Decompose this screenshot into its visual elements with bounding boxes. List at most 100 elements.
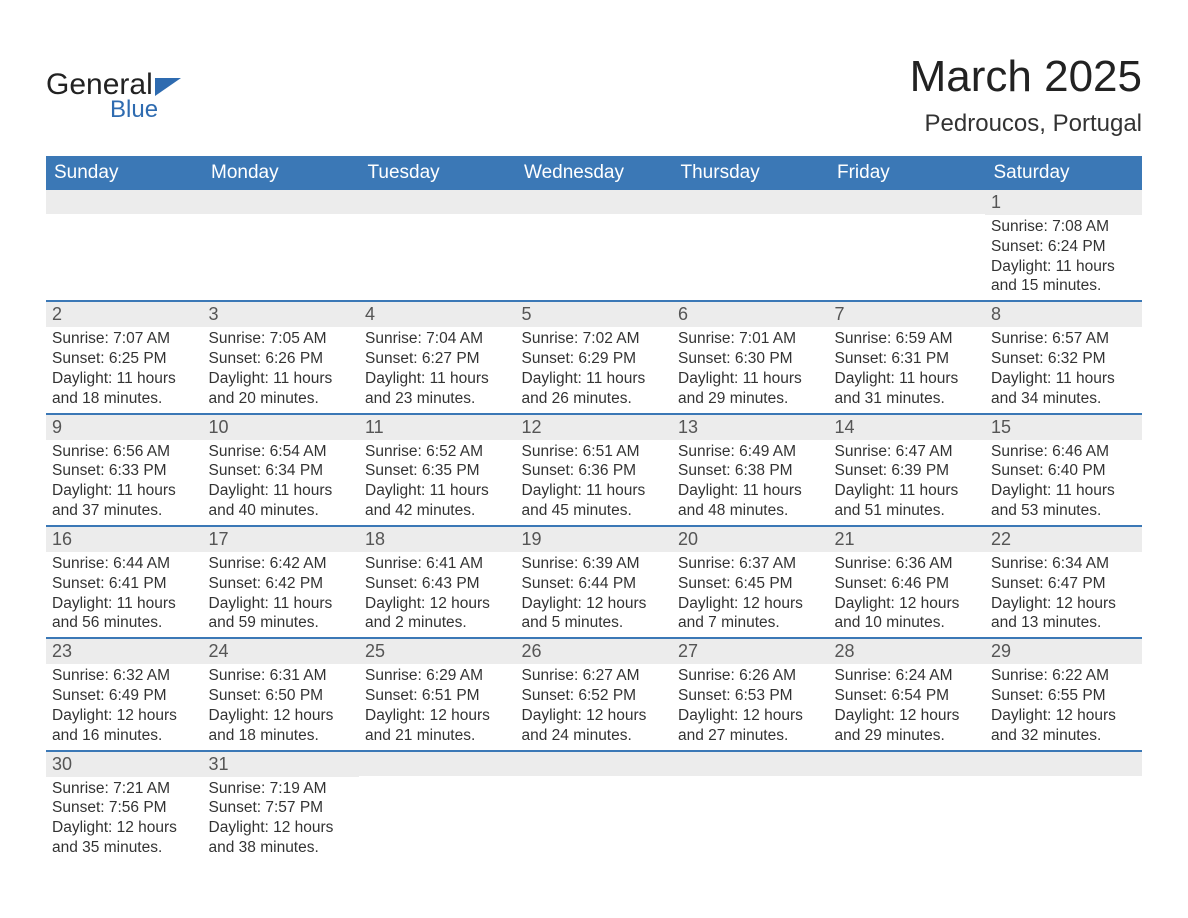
sunset-text: Sunset: 6:45 PM bbox=[678, 574, 823, 594]
daylight-line1: Daylight: 11 hours bbox=[209, 481, 354, 501]
calendar-cell: 6Sunrise: 7:01 AMSunset: 6:30 PMDaylight… bbox=[672, 301, 829, 413]
sunrise-text: Sunrise: 6:47 AM bbox=[835, 442, 980, 462]
sunrise-text: Sunrise: 6:59 AM bbox=[835, 329, 980, 349]
calendar-cell: 31Sunrise: 7:19 AMSunset: 7:57 PMDayligh… bbox=[203, 751, 360, 862]
calendar-cell: 25Sunrise: 6:29 AMSunset: 6:51 PMDayligh… bbox=[359, 638, 516, 750]
day-number: 8 bbox=[985, 302, 1142, 327]
calendar-cell: 11Sunrise: 6:52 AMSunset: 6:35 PMDayligh… bbox=[359, 414, 516, 526]
day-header-friday: Friday bbox=[829, 156, 986, 190]
day-number-empty bbox=[359, 752, 516, 776]
calendar-cell bbox=[203, 190, 360, 301]
day-number: 14 bbox=[829, 415, 986, 440]
daylight-line1: Daylight: 12 hours bbox=[991, 594, 1136, 614]
day-details: Sunrise: 6:36 AMSunset: 6:46 PMDaylight:… bbox=[829, 552, 986, 637]
day-header-sunday: Sunday bbox=[46, 156, 203, 190]
page-title: March 2025 bbox=[910, 52, 1142, 102]
sunrise-text: Sunrise: 7:19 AM bbox=[209, 779, 354, 799]
calendar-body: 1Sunrise: 7:08 AMSunset: 6:24 PMDaylight… bbox=[46, 190, 1142, 862]
daylight-line1: Daylight: 12 hours bbox=[365, 706, 510, 726]
calendar-cell: 28Sunrise: 6:24 AMSunset: 6:54 PMDayligh… bbox=[829, 638, 986, 750]
sunrise-text: Sunrise: 6:39 AM bbox=[522, 554, 667, 574]
sunset-text: Sunset: 6:36 PM bbox=[522, 461, 667, 481]
day-number-empty bbox=[985, 752, 1142, 776]
daylight-line2: and 42 minutes. bbox=[365, 501, 510, 521]
calendar-cell: 12Sunrise: 6:51 AMSunset: 6:36 PMDayligh… bbox=[516, 414, 673, 526]
day-number: 28 bbox=[829, 639, 986, 664]
calendar-cell: 1Sunrise: 7:08 AMSunset: 6:24 PMDaylight… bbox=[985, 190, 1142, 301]
daylight-line2: and 24 minutes. bbox=[522, 726, 667, 746]
day-header-saturday: Saturday bbox=[985, 156, 1142, 190]
sunrise-text: Sunrise: 6:26 AM bbox=[678, 666, 823, 686]
daylight-line1: Daylight: 11 hours bbox=[991, 369, 1136, 389]
day-number: 1 bbox=[985, 190, 1142, 215]
daylight-line1: Daylight: 11 hours bbox=[209, 369, 354, 389]
sunset-text: Sunset: 6:39 PM bbox=[835, 461, 980, 481]
day-number: 24 bbox=[203, 639, 360, 664]
calendar-cell: 9Sunrise: 6:56 AMSunset: 6:33 PMDaylight… bbox=[46, 414, 203, 526]
day-number: 4 bbox=[359, 302, 516, 327]
sunset-text: Sunset: 6:34 PM bbox=[209, 461, 354, 481]
day-header-thursday: Thursday bbox=[672, 156, 829, 190]
day-details: Sunrise: 6:29 AMSunset: 6:51 PMDaylight:… bbox=[359, 664, 516, 749]
daylight-line1: Daylight: 12 hours bbox=[522, 594, 667, 614]
day-number: 17 bbox=[203, 527, 360, 552]
daylight-line2: and 15 minutes. bbox=[991, 276, 1136, 296]
daylight-line2: and 40 minutes. bbox=[209, 501, 354, 521]
daylight-line1: Daylight: 11 hours bbox=[991, 257, 1136, 277]
sunrise-text: Sunrise: 7:01 AM bbox=[678, 329, 823, 349]
daylight-line2: and 31 minutes. bbox=[835, 389, 980, 409]
daylight-line1: Daylight: 12 hours bbox=[835, 594, 980, 614]
day-number: 5 bbox=[516, 302, 673, 327]
day-details: Sunrise: 6:42 AMSunset: 6:42 PMDaylight:… bbox=[203, 552, 360, 637]
daylight-line2: and 2 minutes. bbox=[365, 613, 510, 633]
day-details: Sunrise: 6:41 AMSunset: 6:43 PMDaylight:… bbox=[359, 552, 516, 637]
brand-logo: General Blue bbox=[46, 68, 181, 124]
sunset-text: Sunset: 6:29 PM bbox=[522, 349, 667, 369]
sunrise-text: Sunrise: 7:04 AM bbox=[365, 329, 510, 349]
day-number: 29 bbox=[985, 639, 1142, 664]
sunrise-text: Sunrise: 6:57 AM bbox=[991, 329, 1136, 349]
sunrise-text: Sunrise: 6:24 AM bbox=[835, 666, 980, 686]
sunset-text: Sunset: 6:42 PM bbox=[209, 574, 354, 594]
sunrise-text: Sunrise: 6:36 AM bbox=[835, 554, 980, 574]
daylight-line1: Daylight: 11 hours bbox=[52, 594, 197, 614]
calendar-cell bbox=[359, 190, 516, 301]
day-details: Sunrise: 6:47 AMSunset: 6:39 PMDaylight:… bbox=[829, 440, 986, 525]
day-details: Sunrise: 6:49 AMSunset: 6:38 PMDaylight:… bbox=[672, 440, 829, 525]
calendar-cell: 8Sunrise: 6:57 AMSunset: 6:32 PMDaylight… bbox=[985, 301, 1142, 413]
calendar-cell: 29Sunrise: 6:22 AMSunset: 6:55 PMDayligh… bbox=[985, 638, 1142, 750]
daylight-line1: Daylight: 12 hours bbox=[522, 706, 667, 726]
sunset-text: Sunset: 6:49 PM bbox=[52, 686, 197, 706]
sunset-text: Sunset: 6:40 PM bbox=[991, 461, 1136, 481]
calendar-cell: 5Sunrise: 7:02 AMSunset: 6:29 PMDaylight… bbox=[516, 301, 673, 413]
sunset-text: Sunset: 6:27 PM bbox=[365, 349, 510, 369]
daylight-line1: Daylight: 11 hours bbox=[522, 369, 667, 389]
sunrise-text: Sunrise: 6:29 AM bbox=[365, 666, 510, 686]
sunset-text: Sunset: 6:43 PM bbox=[365, 574, 510, 594]
sunset-text: Sunset: 6:33 PM bbox=[52, 461, 197, 481]
daylight-line1: Daylight: 11 hours bbox=[209, 594, 354, 614]
sunrise-text: Sunrise: 7:21 AM bbox=[52, 779, 197, 799]
day-details: Sunrise: 6:26 AMSunset: 6:53 PMDaylight:… bbox=[672, 664, 829, 749]
daylight-line2: and 20 minutes. bbox=[209, 389, 354, 409]
sunset-text: Sunset: 6:30 PM bbox=[678, 349, 823, 369]
daylight-line2: and 26 minutes. bbox=[522, 389, 667, 409]
day-details: Sunrise: 7:19 AMSunset: 7:57 PMDaylight:… bbox=[203, 777, 360, 862]
daylight-line2: and 5 minutes. bbox=[522, 613, 667, 633]
day-number: 3 bbox=[203, 302, 360, 327]
sunrise-text: Sunrise: 6:51 AM bbox=[522, 442, 667, 462]
day-details: Sunrise: 6:22 AMSunset: 6:55 PMDaylight:… bbox=[985, 664, 1142, 749]
sunrise-text: Sunrise: 6:32 AM bbox=[52, 666, 197, 686]
daylight-line2: and 18 minutes. bbox=[209, 726, 354, 746]
logo-triangle-icon bbox=[155, 78, 181, 96]
day-details: Sunrise: 6:57 AMSunset: 6:32 PMDaylight:… bbox=[985, 327, 1142, 412]
day-details: Sunrise: 6:46 AMSunset: 6:40 PMDaylight:… bbox=[985, 440, 1142, 525]
sunrise-text: Sunrise: 6:44 AM bbox=[52, 554, 197, 574]
day-number: 21 bbox=[829, 527, 986, 552]
calendar-week-row: 30Sunrise: 7:21 AMSunset: 7:56 PMDayligh… bbox=[46, 751, 1142, 862]
day-number: 20 bbox=[672, 527, 829, 552]
calendar-cell: 22Sunrise: 6:34 AMSunset: 6:47 PMDayligh… bbox=[985, 526, 1142, 638]
daylight-line1: Daylight: 12 hours bbox=[835, 706, 980, 726]
sunrise-text: Sunrise: 6:37 AM bbox=[678, 554, 823, 574]
day-number: 26 bbox=[516, 639, 673, 664]
